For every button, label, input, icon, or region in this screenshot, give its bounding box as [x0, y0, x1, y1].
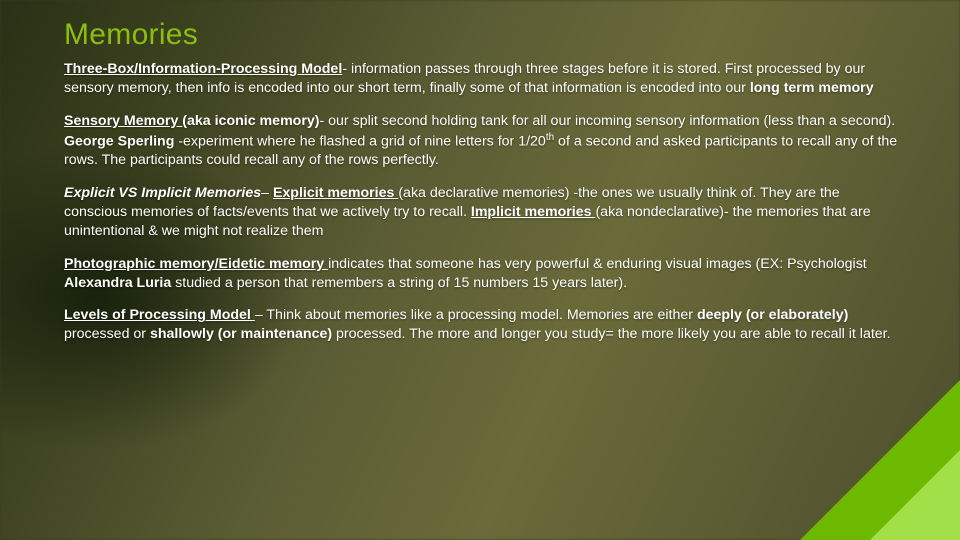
bold-tail: long term memory	[750, 80, 874, 96]
body-c: processed. The more and longer you study…	[336, 326, 891, 342]
bold-a: deeply (or elaborately)	[697, 307, 848, 323]
body-b: processed or	[64, 326, 150, 342]
paren1: (aka declarative memories)	[398, 185, 573, 201]
lead-sep: –	[261, 185, 273, 201]
lead-label: Three-Box/Information-Processing Model	[64, 61, 342, 77]
sup: th	[546, 132, 554, 143]
para-photographic: Photographic memory/Eidetic memory indic…	[64, 255, 904, 293]
body-a: Think about memories like a processing m…	[266, 307, 697, 323]
para-three-box: Three-Box/Information-Processing Model- …	[64, 60, 904, 98]
bold-b: shallowly (or maintenance)	[150, 326, 336, 342]
paren2: (aka nondeclarative)	[595, 204, 724, 220]
lead-sep: -	[342, 61, 351, 77]
bold-mid: Alexandra Luria	[64, 275, 171, 291]
lead-label: Photographic memory/Eidetic memory	[64, 256, 328, 272]
bold-mid: George Sperling	[64, 133, 178, 149]
para-levels-processing: Levels of Processing Model – Think about…	[64, 306, 904, 344]
lead-italic: Explicit VS Implicit Memories	[64, 185, 261, 201]
body-b: -experiment where he flashed a grid of n…	[178, 133, 546, 149]
u2: Implicit memories	[471, 204, 596, 220]
lead-label: Levels of Processing Model	[64, 307, 255, 323]
lead-paren: (aka iconic memory)	[182, 113, 319, 129]
u1: Explicit memories	[273, 185, 398, 201]
lead-sep: –	[255, 307, 267, 323]
body-a: indicates that someone has very powerful…	[328, 256, 867, 272]
body-a: - our split second holding tank for all …	[319, 113, 895, 129]
lead-label: Sensory Memory	[64, 113, 182, 129]
para-sensory: Sensory Memory (aka iconic memory)- our …	[64, 112, 904, 170]
body-b: studied a person that remembers a string…	[171, 275, 627, 291]
slide-title: Memories	[64, 18, 904, 52]
slide-content: Memories Three-Box/Information-Processin…	[0, 0, 960, 540]
para-explicit-implicit: Explicit VS Implicit Memories– Explicit …	[64, 184, 904, 241]
